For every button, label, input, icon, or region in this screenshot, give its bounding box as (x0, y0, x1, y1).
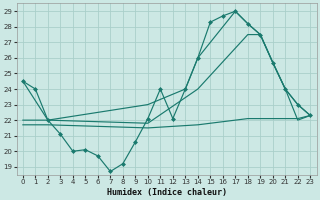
X-axis label: Humidex (Indice chaleur): Humidex (Indice chaleur) (107, 188, 227, 197)
